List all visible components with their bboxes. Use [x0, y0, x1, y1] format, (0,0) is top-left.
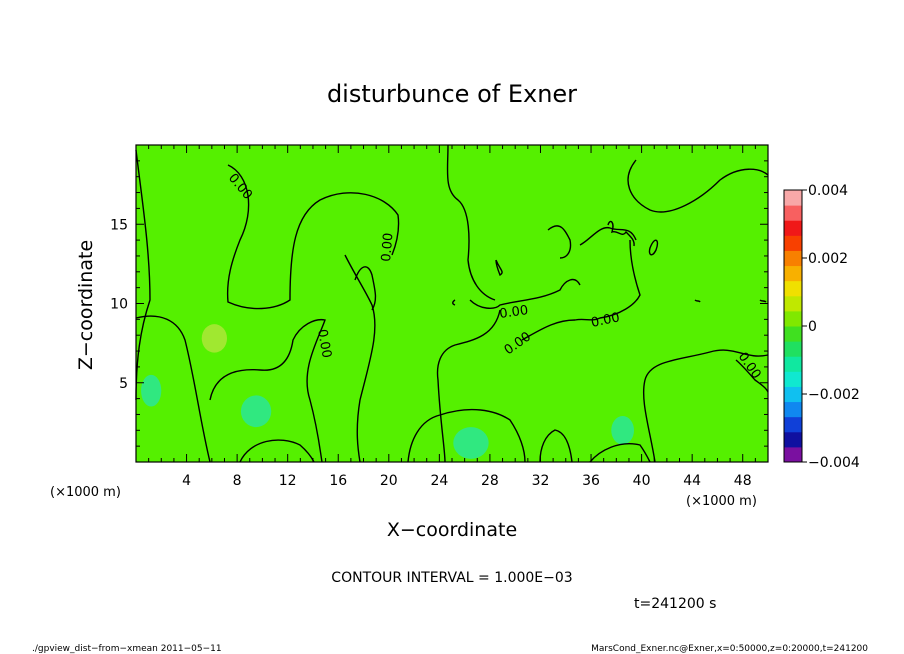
footer-right: MarsCond_Exner.nc@Exner,x=0:50000,z=0:20…: [591, 644, 868, 654]
y-tick-label: 10: [110, 297, 128, 313]
contour-line: [344, 254, 376, 463]
field-cell: [240, 395, 272, 428]
colorbar-swatch: [784, 205, 802, 221]
contour-line: [607, 220, 635, 247]
contour-line: [226, 164, 400, 310]
field-cell: [611, 416, 635, 445]
x-tick-label: 20: [380, 473, 398, 489]
field-cell: [453, 427, 489, 459]
x-tick-label: 4: [182, 473, 191, 489]
contour-line: [589, 443, 651, 463]
contour-label: 0.00: [314, 328, 334, 359]
x-unit-right: (×1000 m): [686, 494, 757, 509]
colorbar-swatch: [784, 190, 802, 206]
x-tick-label: 24: [430, 473, 448, 489]
colorbar-tick-label: −0.002: [808, 387, 860, 403]
x-tick-label: 32: [532, 473, 550, 489]
x-tick-label: 16: [329, 473, 347, 489]
colorbar-tick-label: 0.004: [808, 183, 848, 199]
colorbar-tick-label: 0: [808, 319, 817, 335]
colorbar-swatch: [784, 401, 802, 418]
y-tick-label: 5: [119, 376, 128, 392]
colorbar-swatch: [784, 446, 802, 463]
x-tick-label: 44: [683, 473, 701, 489]
x-tick-label: 48: [734, 473, 752, 489]
colorbar-swatch: [784, 250, 802, 267]
chart-title: disturbunce of Exner: [327, 80, 577, 108]
contour-line: [452, 299, 456, 306]
contour-line: [627, 159, 769, 213]
field-cells: [141, 324, 635, 459]
contour-line: [579, 226, 637, 246]
contour-line: [354, 266, 377, 311]
zero-contours: [135, 144, 769, 463]
colorbar-swatch: [784, 416, 802, 433]
y-tick-label: 15: [110, 217, 128, 233]
y-axis-label: Z−coordinate: [75, 240, 97, 370]
footer-left: ./gpview_dist−from−xmean 2011−05−11: [32, 644, 222, 654]
colorbar-swatch: [784, 220, 802, 236]
contour-line: [135, 315, 211, 463]
contour-line: [694, 299, 701, 303]
contour-label: 0.00: [590, 310, 621, 331]
contour-line: [539, 429, 573, 463]
colorbar-tick-label: 0.002: [808, 251, 848, 267]
contour-line: [209, 318, 326, 463]
colorbar-swatch: [784, 265, 802, 282]
x-tick-label: 8: [233, 473, 242, 489]
colorbar-swatch: [784, 371, 802, 387]
field-cell: [141, 374, 162, 407]
x-tick-label: 12: [279, 473, 297, 489]
x-tick-label: 40: [633, 473, 651, 489]
colorbar-swatch: [784, 356, 802, 372]
x-axis-label: X−coordinate: [387, 519, 517, 541]
colorbar-swatch: [784, 295, 802, 312]
contour-line: [642, 349, 769, 463]
contour-line: [495, 259, 503, 277]
colorbar-swatch: [784, 310, 802, 327]
field-cell: [201, 324, 228, 353]
colorbar-swatch: [784, 280, 802, 297]
colorbar-swatch: [784, 386, 802, 403]
colorbar: 0.004 0.002 0 −0.002 −0.004: [783, 183, 860, 471]
contour-line: [469, 278, 581, 309]
contour-label: 0.00: [498, 303, 529, 322]
contour-line: [407, 408, 526, 463]
colorbar-tick-label: −0.004: [808, 455, 860, 471]
x-axis: 4 8 12 16 20 24 28 32 36 40 44 48: [135, 145, 769, 489]
contour-label: 0.00: [379, 232, 396, 262]
x-tick-label: 28: [481, 473, 499, 489]
x-tick-label: 36: [582, 473, 600, 489]
time-text: t=241200 s: [634, 596, 716, 612]
contour-line: [547, 225, 572, 259]
contour-line: [436, 309, 501, 463]
colorbar-swatch: [784, 431, 802, 448]
colorbar-swatch: [784, 326, 802, 342]
contour-line: [135, 149, 151, 401]
contour-interval-text: CONTOUR INTERVAL = 1.000E−03: [331, 570, 572, 586]
colorbar-swatch: [784, 235, 802, 251]
contour-line: [759, 299, 767, 303]
plot-area: 0.00 0.00 0.00 0.00 0.00 0.00 0.00: [135, 144, 769, 463]
contour-line: [648, 239, 659, 256]
contour-line: [446, 144, 496, 301]
contour-line: [521, 239, 641, 341]
y-axis: 5 10 15: [110, 144, 768, 463]
contour-line: [239, 439, 315, 463]
contour-line: [735, 359, 769, 393]
colorbar-swatch: [784, 341, 802, 357]
x-unit-left: (×1000 m): [50, 485, 121, 500]
